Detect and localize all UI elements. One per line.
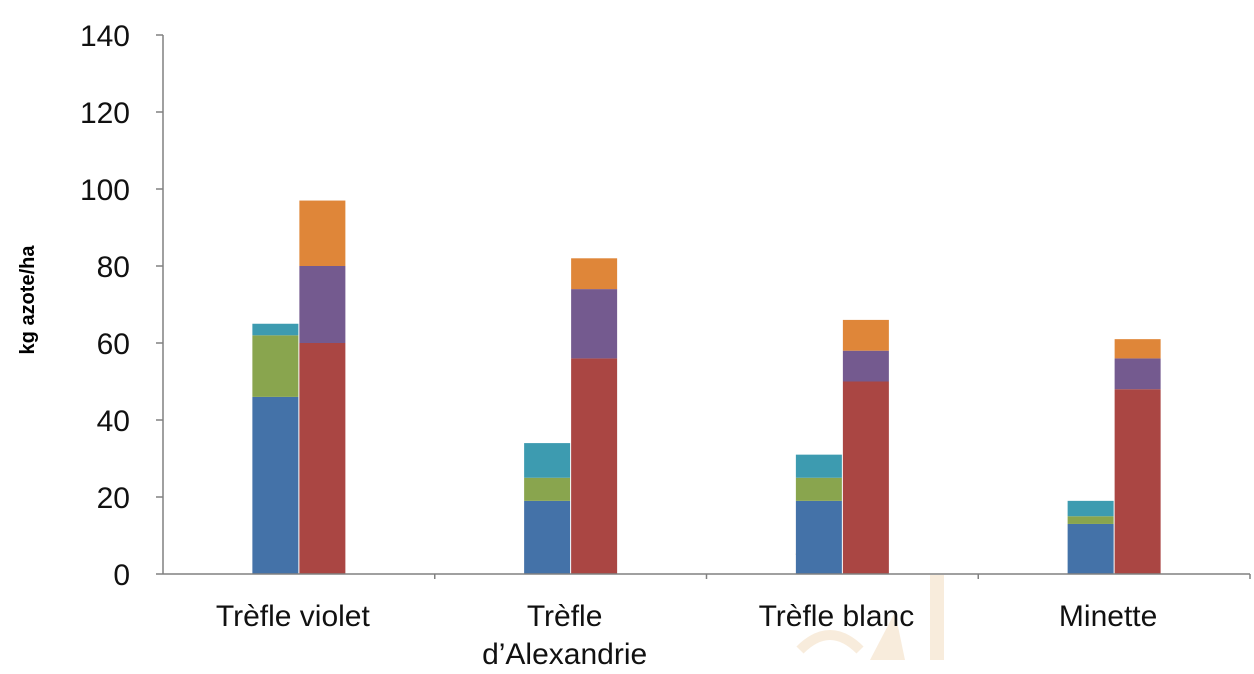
bar-segment-right-2 xyxy=(299,266,346,343)
bar-segment-left-2 xyxy=(252,335,299,397)
bar-segment-left-1 xyxy=(1067,523,1114,574)
bar-segment-right-3 xyxy=(299,200,346,266)
watermark-shape xyxy=(796,630,864,654)
bar-segment-left-3 xyxy=(252,323,299,336)
y-tick-label: 20 xyxy=(97,482,130,515)
bar-segment-left-2 xyxy=(524,477,571,501)
bar-segment-right-3 xyxy=(1114,339,1161,359)
watermark-shape xyxy=(870,612,905,660)
bar-segment-left-1 xyxy=(524,500,571,574)
watermark-shape xyxy=(930,575,944,660)
bar-segment-left-2 xyxy=(1067,516,1114,524)
y-tick-label: 140 xyxy=(80,20,130,53)
y-axis-label: kg azote/ha xyxy=(17,245,39,355)
y-axis-ticks: 0 20 40 60 80 100 120 140 xyxy=(80,20,163,592)
bar-segment-right-1 xyxy=(1114,389,1161,574)
y-tick-label: 40 xyxy=(97,405,130,438)
x-tick-label: Trèfle blanc xyxy=(759,600,915,633)
bar-segment-left-1 xyxy=(252,396,299,574)
axes xyxy=(162,35,1251,579)
bar-segment-right-1 xyxy=(299,343,346,574)
bar-segment-right-3 xyxy=(842,319,889,351)
y-tick-label: 120 xyxy=(80,97,130,130)
bar-segment-right-3 xyxy=(571,258,618,290)
bar-segment-left-3 xyxy=(795,454,842,478)
bar-segment-right-1 xyxy=(571,358,618,574)
y-tick-label: 0 xyxy=(113,559,130,592)
bar-segment-left-3 xyxy=(1067,500,1114,517)
bar-segment-right-2 xyxy=(571,289,618,359)
bar-segment-right-2 xyxy=(1114,358,1161,390)
bar-segment-right-2 xyxy=(842,350,889,382)
bar-segment-left-3 xyxy=(524,443,571,478)
y-tick-label: 100 xyxy=(80,174,130,207)
x-tick-label: Trèfle violet xyxy=(216,600,371,633)
bar-segment-left-1 xyxy=(795,500,842,574)
y-tick-label: 80 xyxy=(97,251,130,284)
bar-segment-left-2 xyxy=(795,477,842,501)
bar-segment-right-1 xyxy=(842,381,889,574)
x-tick-label: Minette xyxy=(1059,600,1157,633)
y-tick-label: 60 xyxy=(97,328,130,361)
x-axis-tick-labels: Trèfle violet Trèfle d’Alexandrie Trèfle bl… xyxy=(216,600,1157,671)
bars xyxy=(252,200,1161,574)
x-tick-label: Trèfle d’Alexandrie xyxy=(482,600,647,669)
